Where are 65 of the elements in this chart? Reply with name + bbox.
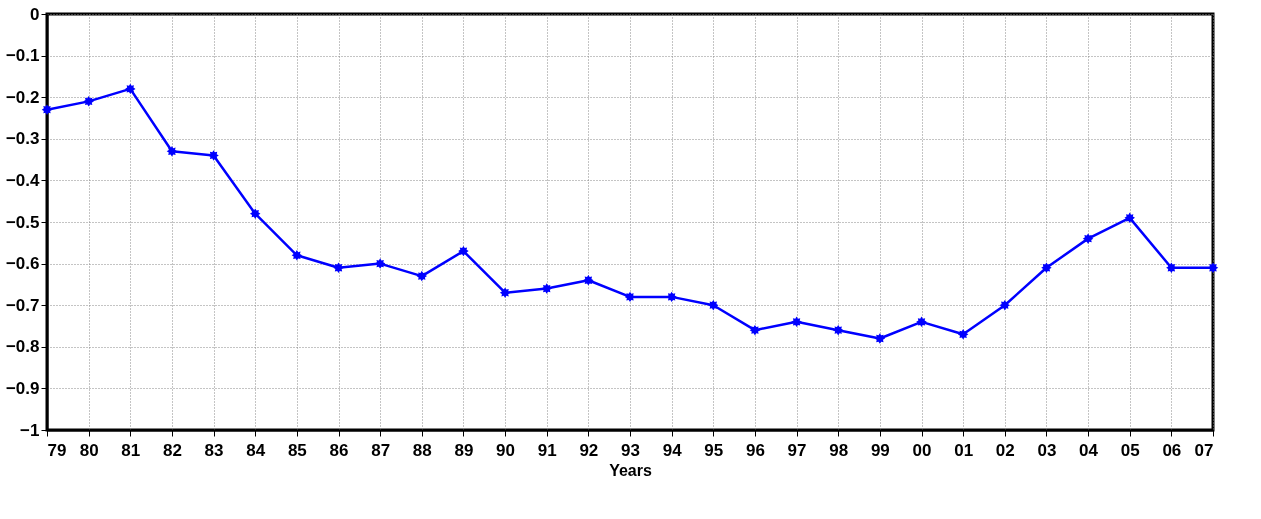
- x-tick-label: 80: [79, 440, 99, 460]
- y-tick-label: −1: [20, 420, 40, 440]
- x-tick-label: 06: [1162, 440, 1182, 460]
- point: [166, 146, 178, 157]
- x-tick-label: 79: [47, 440, 67, 460]
- x-tick-label: 02: [995, 440, 1015, 460]
- x-tick-label: 90: [496, 440, 516, 460]
- x-tick-label: 88: [412, 440, 432, 460]
- point: [249, 208, 261, 219]
- point: [541, 283, 552, 294]
- point: [999, 299, 1011, 311]
- point: [916, 316, 927, 328]
- x-tick-label: 03: [1037, 440, 1057, 460]
- point: [499, 287, 511, 298]
- x-tick-label: 00: [912, 440, 932, 460]
- point: [83, 96, 94, 107]
- x-tick-label: 82: [162, 440, 182, 460]
- y-tick-label: −0.2: [5, 87, 40, 107]
- x-tick-label: 95: [704, 440, 724, 460]
- x-tick-label: 97: [787, 440, 807, 460]
- point: [874, 333, 886, 344]
- y-tick-label: −0.8: [5, 337, 40, 357]
- x-tick-label: 99: [870, 440, 890, 460]
- x-tick-label: 87: [371, 440, 391, 460]
- y-tick-label: −0.4: [5, 170, 41, 190]
- point: [125, 83, 136, 95]
- x-tick-label: 96: [745, 440, 765, 460]
- point: [291, 250, 303, 261]
- x-tick-label: 92: [579, 440, 599, 460]
- point: [749, 324, 761, 336]
- x-tick-label: 93: [621, 440, 640, 460]
- y-tick-label: −0.9: [5, 378, 40, 398]
- point: [333, 262, 344, 273]
- point: [583, 275, 594, 286]
- point: [1041, 262, 1052, 273]
- x-tick-label: 81: [121, 440, 141, 460]
- y-tick-label: −0.3: [5, 129, 40, 149]
- point: [1082, 233, 1094, 244]
- x-tick-label: 04: [1079, 440, 1099, 460]
- y-tick-label: −0.5: [5, 212, 40, 232]
- x-tick-label: 85: [287, 440, 307, 460]
- point: [1124, 212, 1135, 224]
- y-tick-label: −0.6: [5, 254, 40, 274]
- x-tick-label: 84: [246, 440, 266, 460]
- x-tick-label: 89: [454, 440, 474, 460]
- point: [208, 150, 219, 161]
- x-tick-label: 91: [537, 440, 557, 460]
- point: [791, 316, 802, 328]
- point: [416, 270, 428, 282]
- y-tick-label: −0.7: [5, 295, 40, 315]
- x-tick-label: 94: [662, 440, 683, 460]
- x-tick-label: 98: [829, 440, 849, 460]
- point: [832, 324, 844, 336]
- x-tick-label: 07: [1194, 440, 1214, 460]
- y-tick-label: −0.1: [5, 46, 40, 66]
- x-axis-title: Years: [609, 461, 652, 479]
- point: [708, 299, 719, 311]
- x-tick-label: 83: [204, 440, 224, 460]
- point: [957, 329, 969, 340]
- y-tick-label: 0: [30, 4, 40, 24]
- x-tick-label: 01: [954, 440, 974, 460]
- x-tick-label: 86: [329, 440, 349, 460]
- point: [458, 245, 469, 257]
- point: [41, 104, 53, 115]
- x-tick-label: 05: [1120, 440, 1140, 460]
